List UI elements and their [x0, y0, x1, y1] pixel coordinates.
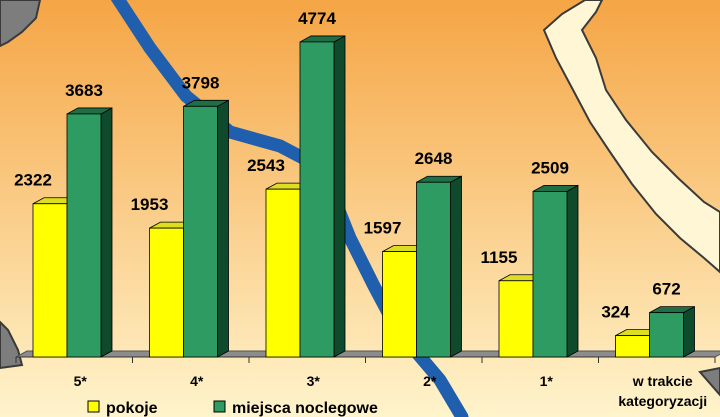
value-label-miejsca-noclegowe: 2509 — [531, 158, 569, 177]
bar-miejsca-noclegowe — [649, 305, 695, 358]
x-tick-label: w trakcie — [632, 373, 693, 389]
map-border-top-left — [0, 0, 42, 48]
bar-front — [149, 227, 184, 358]
value-label-pokoje: 324 — [601, 303, 630, 322]
bar-front — [498, 280, 534, 358]
value-label-miejsca-noclegowe: 672 — [652, 280, 680, 299]
value-label-pokoje: 1155 — [481, 248, 518, 267]
bar-miejsca-noclegowe — [416, 175, 462, 358]
x-tick-label: 5* — [74, 373, 88, 389]
bar-miejsca-noclegowe — [299, 35, 346, 358]
value-label-pokoje: 1953 — [131, 195, 169, 214]
legend-label-pokoje: pokoje — [106, 400, 158, 417]
x-tick-label: kategoryzacji — [618, 393, 707, 409]
x-tick-label: 2* — [423, 373, 437, 389]
legend-swatch-miejsca-noclegowe — [213, 400, 226, 413]
value-label-miejsca-noclegowe: 4774 — [298, 9, 336, 28]
value-label-pokoje: 1597 — [364, 219, 402, 238]
bar-miejsca-noclegowe — [532, 184, 579, 358]
bar-front — [299, 41, 335, 358]
legend-swatch-pokoje — [87, 400, 100, 413]
bar-miejsca-noclegowe — [66, 107, 113, 358]
bar-front — [416, 181, 451, 358]
value-label-miejsca-noclegowe: 3798 — [182, 73, 220, 92]
value-labels: 2322 3683 1953 3798 2543 4774 1597 2648 1155 2509… — [14, 9, 681, 322]
floor-plane — [15, 350, 720, 358]
bar-side — [450, 175, 462, 358]
bar-side — [566, 184, 579, 358]
bar-front — [66, 113, 102, 358]
bars — [32, 35, 695, 358]
bar-front — [382, 251, 417, 358]
value-label-pokoje: 2543 — [247, 156, 285, 175]
bar-front — [615, 335, 650, 358]
legend-label-miejsca-noclegowe: miejsca noclegowe — [232, 400, 378, 417]
bar-front — [183, 105, 218, 358]
bar-side — [333, 35, 346, 358]
bar-front — [32, 203, 68, 358]
value-label-pokoje: 2322 — [14, 171, 52, 190]
legend: pokoje miejsca noclegowe — [87, 400, 378, 417]
map-land-bottom-right — [698, 366, 720, 397]
x-tick-label: 4* — [190, 373, 204, 389]
bar-side — [217, 99, 229, 358]
bar-front — [649, 312, 684, 358]
value-label-miejsca-noclegowe: 2648 — [415, 149, 453, 168]
bar-miejsca-noclegowe — [183, 99, 229, 358]
bar-front — [265, 188, 301, 358]
map-land-right — [542, 0, 720, 274]
x-tick-label: 1* — [540, 373, 554, 389]
x-axis: 5* 4* 3* 2* 1* w trakcie kategoryzacji — [15, 357, 716, 409]
x-tick-label: 3* — [307, 373, 321, 389]
bar-side — [683, 305, 695, 358]
bar-side — [100, 107, 113, 358]
value-label-miejsca-noclegowe: 3683 — [65, 81, 103, 100]
bar-front — [532, 191, 568, 358]
chart-floor — [15, 350, 720, 358]
